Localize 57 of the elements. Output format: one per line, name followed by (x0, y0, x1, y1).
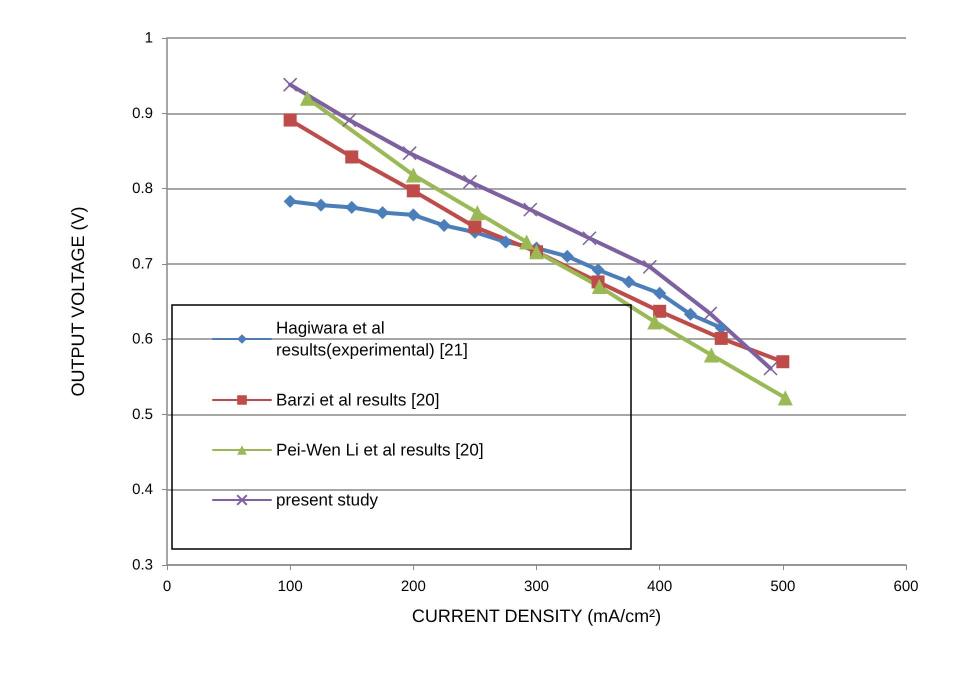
y-tick-label: 0.5 (132, 406, 153, 423)
point (345, 200, 358, 214)
legend-label: present study (276, 490, 379, 510)
point (653, 304, 666, 318)
y-axis-title: OUTPUT VOLTAGE (V) (68, 206, 88, 397)
point (523, 202, 538, 217)
y-tick-label: 0.9 (132, 104, 153, 122)
point (402, 146, 417, 160)
y-tick-label: 1 (144, 30, 153, 46)
legend-label: Barzi et al results [20] (276, 390, 440, 410)
point (519, 234, 534, 250)
point (468, 220, 482, 234)
x-tick-label: 600 (893, 578, 919, 595)
legend-label: Hagiwara et al results(experimental) [21] (276, 318, 468, 360)
point (763, 361, 778, 376)
y-tick-label: 0.3 (132, 556, 153, 574)
point (582, 231, 597, 246)
point (284, 194, 297, 208)
legend-label: Pei-Wen Li et al results [20] (276, 440, 484, 460)
y-tick-label: 0.6 (132, 330, 153, 348)
point (592, 263, 605, 276)
point (714, 332, 728, 345)
point (647, 314, 662, 330)
point (314, 198, 328, 212)
x-tick-label: 200 (400, 578, 426, 595)
point (653, 286, 666, 300)
point (300, 90, 315, 106)
point (642, 260, 658, 274)
point (282, 77, 298, 92)
point (438, 218, 451, 232)
x-tick-label: 400 (647, 578, 672, 595)
point (345, 150, 358, 164)
point (684, 308, 697, 321)
point (776, 355, 790, 368)
point (470, 205, 485, 220)
point (376, 206, 390, 220)
x-tick-label: 0 (162, 578, 172, 595)
x-tick-label: 100 (278, 578, 303, 595)
point (622, 275, 636, 288)
point (462, 174, 478, 190)
point (778, 390, 793, 406)
point (499, 236, 512, 249)
point (406, 168, 421, 183)
x-tick-label: 300 (524, 578, 550, 595)
point (560, 250, 574, 263)
point (406, 184, 420, 198)
y-tick-label: 0.7 (132, 255, 153, 272)
x-tick-label: 500 (770, 578, 796, 595)
point (704, 347, 719, 362)
point (702, 306, 718, 321)
point (592, 278, 607, 294)
point (342, 112, 357, 128)
y-tick-label: 0.4 (132, 481, 153, 498)
y-tick-label: 0.8 (132, 180, 153, 198)
point (406, 208, 420, 222)
x-axis-title: CURRENT DENSITY (mA/cm²) (412, 606, 662, 626)
point (284, 114, 297, 127)
